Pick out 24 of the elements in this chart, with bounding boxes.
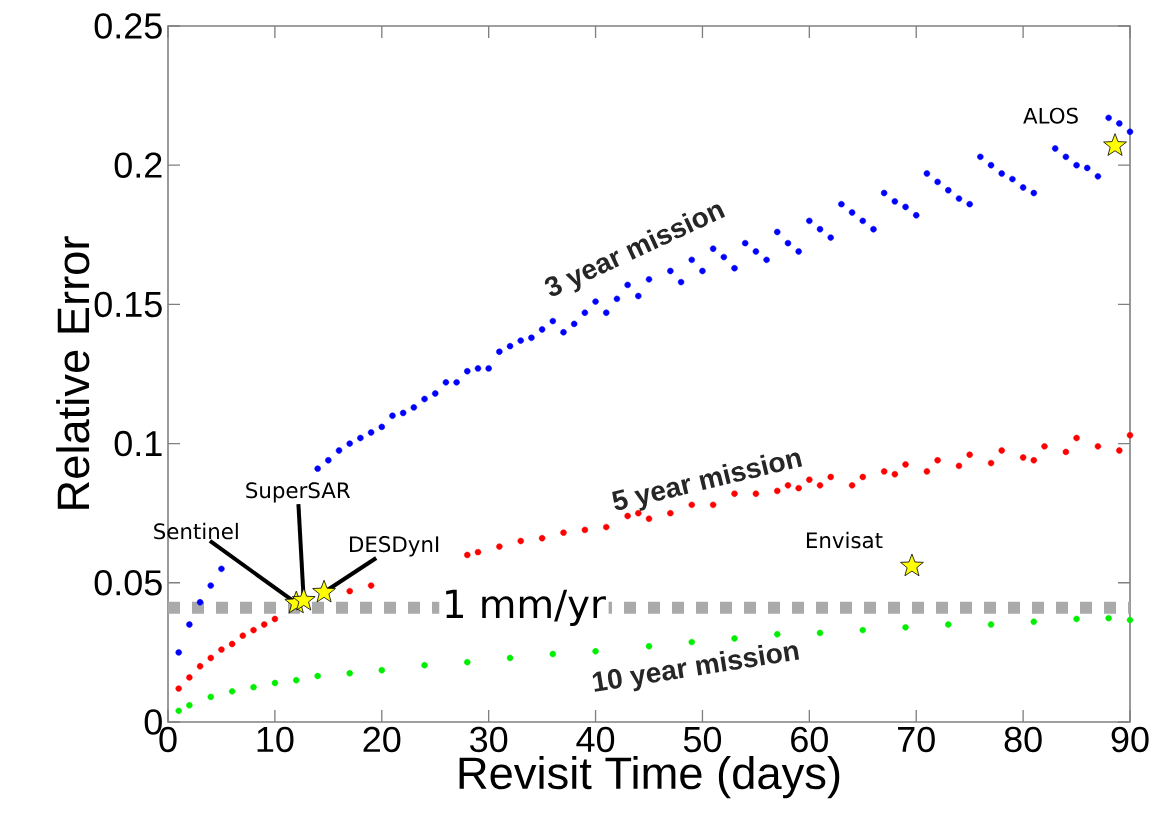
x-tick-label: 60 (791, 726, 828, 753)
text: 5 year mission (612, 452, 803, 511)
x-tick-label: 40 (576, 726, 615, 753)
annotation: Sentinel (154, 522, 238, 540)
text: 10 year mission (592, 644, 800, 692)
annotation: DESDynI (350, 536, 439, 557)
x-tick-label: 80 (1004, 726, 1042, 753)
x-tick-label: 50 (683, 726, 722, 753)
y-tick-label: 0.15 (94, 291, 162, 318)
annotation: SuperSAR (246, 482, 351, 503)
annotation: ALOS (1023, 107, 1078, 124)
y-tick-label: 0.2 (114, 152, 162, 178)
ref-line-label: 1 mm/yr (446, 589, 606, 626)
y-axis-title: Relative Error (56, 236, 90, 509)
x-axis-title: Revisit Time (days) (459, 756, 840, 799)
x-tick-label: 90 (1111, 726, 1149, 753)
annotation: Envisat (806, 531, 883, 549)
y-tick-label: 0.05 (94, 570, 162, 596)
x-tick-label: 70 (898, 726, 935, 753)
y-tick-label: 0.1 (114, 430, 162, 457)
x-tick-label: 10 (257, 726, 294, 753)
y-tick-label: 0.25 (94, 13, 162, 39)
x-tick-label: 20 (363, 726, 401, 753)
x-tick-label: 30 (470, 726, 508, 753)
